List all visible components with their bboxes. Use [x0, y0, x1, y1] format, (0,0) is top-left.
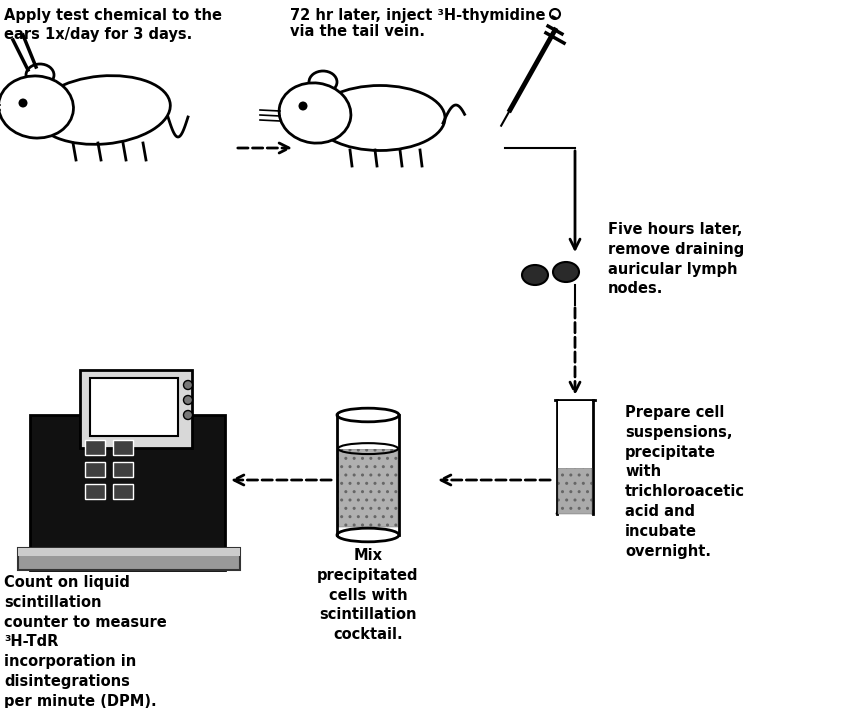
Ellipse shape — [36, 76, 170, 144]
Bar — [80, 370, 192, 448]
Bar — [85, 462, 105, 477]
Text: via the tail vein.: via the tail vein. — [290, 24, 425, 39]
Ellipse shape — [26, 64, 54, 86]
Bar — [18, 548, 240, 556]
Bar — [558, 467, 592, 515]
Ellipse shape — [553, 262, 579, 282]
Bar — [338, 422, 398, 449]
Bar — [85, 440, 105, 455]
Ellipse shape — [522, 265, 548, 285]
Bar — [30, 415, 225, 570]
Ellipse shape — [0, 76, 74, 138]
Text: Prepare cell
suspensions,
precipitate
with
trichloroacetic
acid and
incubate
ove: Prepare cell suspensions, precipitate wi… — [625, 405, 745, 559]
Circle shape — [299, 101, 307, 110]
Bar — [113, 462, 133, 477]
Text: Count on liquid
scintillation
counter to measure
³H-TdR
incorporation in
disinte: Count on liquid scintillation counter to… — [4, 575, 167, 708]
Ellipse shape — [279, 83, 351, 143]
Circle shape — [183, 396, 193, 404]
Circle shape — [183, 411, 193, 420]
Text: Apply test chemical to the
ears 1x/day for 3 days.: Apply test chemical to the ears 1x/day f… — [4, 8, 222, 42]
Text: Mix
precipitated
cells with
scintillation
cocktail.: Mix precipitated cells with scintillatio… — [317, 548, 418, 642]
Bar — [85, 484, 105, 499]
Text: Five hours later,
remove draining
auricular lymph
nodes.: Five hours later, remove draining auricu… — [608, 222, 744, 297]
Bar — [558, 401, 592, 467]
Ellipse shape — [309, 71, 337, 93]
Ellipse shape — [315, 86, 445, 151]
Bar — [18, 548, 240, 570]
Bar — [113, 440, 133, 455]
Text: 72 hr later, inject ³H-thymidine: 72 hr later, inject ³H-thymidine — [290, 8, 545, 23]
Circle shape — [18, 98, 28, 108]
Bar — [113, 484, 133, 499]
Bar — [90, 378, 178, 436]
Circle shape — [183, 380, 193, 389]
Bar — [338, 449, 398, 527]
